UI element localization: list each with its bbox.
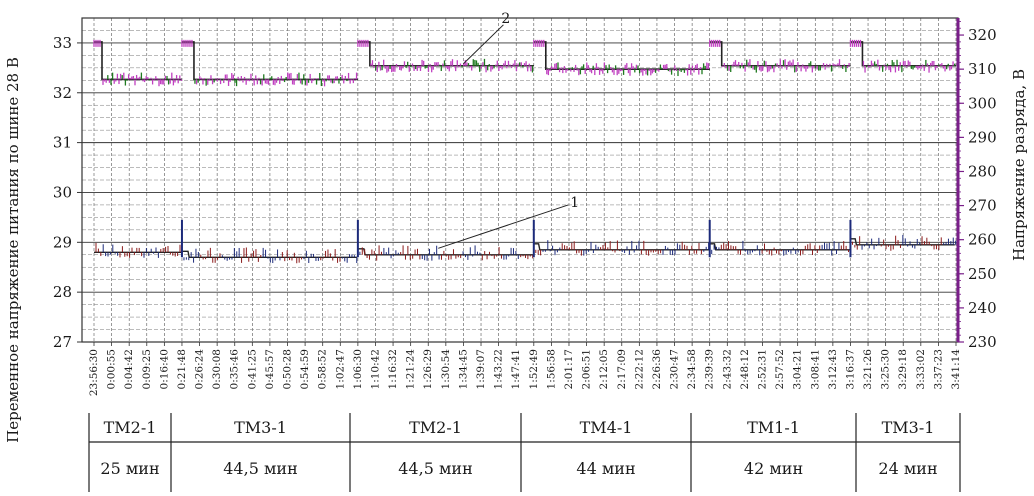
x-tick-label: 0:54:59 <box>299 349 311 389</box>
x-tick-label: 3:04:21 <box>792 349 804 389</box>
y-axis-right-label: Напряжение разряда, В <box>1010 69 1028 261</box>
y-left-tick-label: 30 <box>53 183 72 201</box>
x-tick-label: 0:50:28 <box>282 349 294 389</box>
y-right-tick-label: 290 <box>968 128 997 146</box>
x-tick-label: 1:16:32 <box>387 349 399 389</box>
y-right-tick-label: 300 <box>968 94 997 112</box>
x-tick-label: 1:02:47 <box>334 349 346 389</box>
x-tick-label: 3:12:43 <box>827 349 839 389</box>
segment-duration-label: 44 мин <box>576 459 635 478</box>
segment-duration-label: 25 мин <box>100 459 159 478</box>
x-tick-label: 1:52:49 <box>528 349 540 389</box>
x-tick-label: 0:45:57 <box>264 349 276 389</box>
y-right-tick-label: 230 <box>968 333 997 351</box>
segment-mode-label: ТМ2-1 <box>104 418 157 437</box>
x-tick-label: 2:17:09 <box>616 349 628 389</box>
segment-duration-label: 44,5 мин <box>398 459 472 478</box>
annotation-1-label: 1 <box>570 195 579 211</box>
x-tick-label: 3:33:02 <box>915 349 927 389</box>
x-tick-label: 2:06:51 <box>581 349 593 389</box>
x-tick-label: 1:26:29 <box>422 349 434 389</box>
segment-mode-label: ТМ4-1 <box>580 418 633 437</box>
x-tick-label: 1:10:42 <box>369 349 381 389</box>
grid-lines <box>82 17 958 343</box>
segment-duration-label: 42 мин <box>744 459 803 478</box>
x-tick-label: 2:01:17 <box>563 349 575 389</box>
annotation-2-label: 2 <box>501 11 510 27</box>
x-tick-label: 0:41:25 <box>246 349 258 389</box>
y-right-tick-label: 280 <box>968 162 997 180</box>
x-tick-label: 2:43:32 <box>721 349 733 389</box>
x-tick-label: 1:47:41 <box>510 349 522 389</box>
segment-mode-label: ТМ1-1 <box>747 418 800 437</box>
x-tick-label: 1:39:07 <box>475 349 487 389</box>
y-left-tick-label: 32 <box>53 84 72 102</box>
segment-mode-label: ТМ3-1 <box>882 418 935 437</box>
y-left-tick-label: 29 <box>53 233 72 251</box>
y-left-tick-label: 28 <box>53 283 72 301</box>
x-tick-label: 3:29:18 <box>897 349 909 389</box>
x-tick-label: 0:04:42 <box>123 349 135 389</box>
y-right-tick-label: 270 <box>968 197 997 215</box>
x-tick-label: 1:34:45 <box>457 349 469 389</box>
x-tick-label: 0:21:48 <box>176 349 188 389</box>
x-tick-label: 2:12:05 <box>598 349 610 389</box>
y-left-tick-label: 27 <box>53 333 72 351</box>
x-tick-label: 0:00:55 <box>106 349 118 389</box>
y-axis-right: 230 240 250 260 270 280 290 300 310 320 <box>958 21 997 351</box>
x-tick-label: 23:56:30 <box>88 349 100 396</box>
x-tick-label: 1:56:58 <box>545 349 557 389</box>
segment-mode-label: ТМ3-1 <box>234 418 287 437</box>
series-1-line <box>94 219 957 264</box>
y-left-tick-label: 33 <box>53 34 72 52</box>
y-right-tick-label: 310 <box>968 60 997 78</box>
x-tick-label: 2:39:39 <box>704 349 716 389</box>
x-tick-label: 3:37:23 <box>932 349 944 389</box>
x-tick-label: 3:41:14 <box>950 349 962 390</box>
y-right-tick-label: 320 <box>968 26 997 44</box>
y-left-tick-label: 31 <box>53 134 72 152</box>
y-right-tick-label: 240 <box>968 299 997 317</box>
x-tick-label: 0:09:25 <box>141 349 153 389</box>
x-tick-label: 2:22:12 <box>633 349 645 389</box>
x-tick-label: 2:34:58 <box>686 349 698 389</box>
y-axis-left-label: Переменное напряжение питания по шине 28… <box>4 57 22 443</box>
x-tick-label: 3:16:37 <box>844 349 856 389</box>
x-tick-label: 2:57:52 <box>774 349 786 389</box>
annotations: 12 <box>438 11 579 249</box>
x-tick-label: 0:26:24 <box>194 349 206 390</box>
x-axis: 23:56:30 0:00:55 0:04:42 0:09:25 0:16:40 0:21… <box>88 342 962 396</box>
x-tick-label: 0:35:46 <box>229 349 241 390</box>
series-2-line <box>93 39 956 87</box>
x-tick-label: 2:48:12 <box>739 349 751 389</box>
x-tick-label: 1:43:22 <box>493 349 505 389</box>
series-1-baseline <box>182 250 358 258</box>
x-tick-label: 0:58:52 <box>317 349 329 389</box>
segment-table: ТМ2-1 25 мин ТМ3-1 44,5 мин ТМ2-1 44,5 мин ТМ4… <box>88 413 961 492</box>
y-axis-left: 27 28 29 30 31 32 33 <box>53 34 82 351</box>
x-tick-label: 3:25:30 <box>880 349 892 389</box>
x-tick-label: 1:21:24 <box>405 349 417 390</box>
series-2-baseline <box>94 41 182 81</box>
annotation-1-leader <box>438 204 569 249</box>
series-1-baseline <box>533 243 709 251</box>
x-tick-label: 3:21:26 <box>862 349 874 390</box>
annotation-2-leader <box>463 24 504 65</box>
x-tick-label: 3:08:41 <box>809 349 821 389</box>
x-tick-label: 0:16:40 <box>158 349 170 389</box>
x-tick-label: 2:30:47 <box>669 349 681 389</box>
segment-duration-label: 44,5 мин <box>223 459 297 478</box>
segment-mode-label: ТМ2-1 <box>409 418 462 437</box>
x-tick-label: 1:30:54 <box>440 349 452 390</box>
y-right-tick-label: 260 <box>968 231 997 249</box>
series-1-baseline <box>709 243 851 251</box>
x-tick-label: 2:52:31 <box>756 349 768 389</box>
x-tick-label: 2:26:36 <box>651 349 663 390</box>
segment-duration-label: 24 мин <box>878 459 937 478</box>
y-right-tick-label: 250 <box>968 265 997 283</box>
x-tick-label: 1:06:30 <box>352 349 364 389</box>
x-tick-label: 0:30:08 <box>211 349 223 389</box>
